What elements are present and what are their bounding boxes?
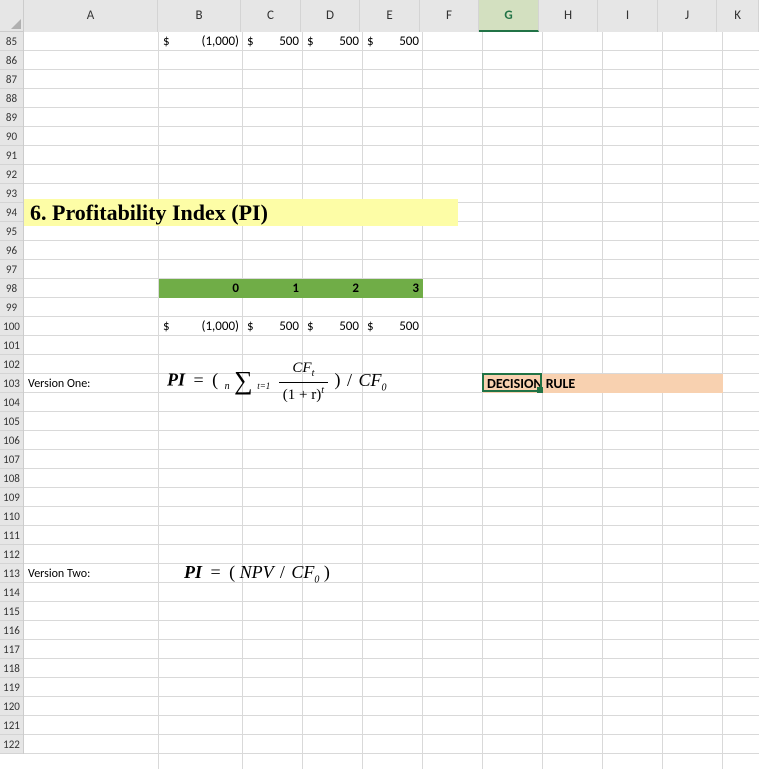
eq1-pi: PI: [167, 370, 185, 390]
row-header-111[interactable]: 111: [0, 526, 23, 545]
row-header-100[interactable]: 100: [0, 317, 23, 336]
col-header-G[interactable]: G: [479, 0, 539, 32]
eq1-slash: /: [347, 370, 352, 390]
eq1-rparen: ): [335, 370, 341, 390]
row-header-89[interactable]: 89: [0, 108, 23, 127]
cashflow-cell: (1,000): [159, 32, 243, 51]
eq1-cf0: CF0: [359, 370, 387, 390]
row-header-90[interactable]: 90: [0, 127, 23, 146]
cashflow-cell: 500: [363, 317, 423, 336]
row-header-118[interactable]: 118: [0, 659, 23, 678]
period-header-1: 1: [243, 279, 303, 298]
row-header-120[interactable]: 120: [0, 697, 23, 716]
row-header-115[interactable]: 115: [0, 602, 23, 621]
col-header-C[interactable]: C: [241, 0, 301, 32]
col-header-D[interactable]: D: [301, 0, 361, 32]
cashflow-cell: 500: [303, 317, 363, 336]
row-header-112[interactable]: 112: [0, 545, 23, 564]
cashflow-cell: 500: [363, 32, 423, 51]
row-header-103[interactable]: 103: [0, 374, 23, 393]
period-header-2: 2: [303, 279, 363, 298]
col-header-H[interactable]: H: [539, 0, 599, 32]
col-header-J[interactable]: J: [658, 0, 718, 32]
decision-rule: DECISION RULE: [483, 374, 723, 393]
cashflow-cell: 500: [243, 32, 303, 51]
row-header-114[interactable]: 114: [0, 583, 23, 602]
row-header-108[interactable]: 108: [0, 469, 23, 488]
cashflow-cell: 500: [303, 32, 363, 51]
row-header-119[interactable]: 119: [0, 678, 23, 697]
row-header-98[interactable]: 98: [0, 279, 23, 298]
eq2-equals: =: [211, 562, 221, 582]
row-header-117[interactable]: 117: [0, 640, 23, 659]
label-version-one: Version One:: [24, 374, 159, 393]
row-header-113[interactable]: 113: [0, 564, 23, 583]
row-header-93[interactable]: 93: [0, 184, 23, 203]
row-header-94[interactable]: 94: [0, 203, 23, 222]
select-all-corner[interactable]: [0, 0, 24, 32]
eq2-lparen: (: [229, 562, 235, 582]
eq2-pi: PI: [184, 562, 202, 582]
row-header-106[interactable]: 106: [0, 431, 23, 450]
equation-version-two: PI = ( NPV / CF0 ): [184, 562, 330, 586]
period-header-3: 3: [363, 279, 423, 298]
cashflow-cell: 500: [243, 317, 303, 336]
col-header-K[interactable]: K: [717, 0, 759, 32]
grid-area[interactable]: 6. Profitability Index (PI) 0123 $(1,000…: [24, 32, 759, 769]
eq2-rparen: ): [324, 562, 330, 582]
row-header-121[interactable]: 121: [0, 716, 23, 735]
col-header-F[interactable]: F: [420, 0, 480, 32]
row-header-116[interactable]: 116: [0, 621, 23, 640]
row-header-97[interactable]: 97: [0, 260, 23, 279]
row-header-88[interactable]: 88: [0, 89, 23, 108]
eq2-slash: /: [280, 562, 285, 582]
period-header-0: 0: [159, 279, 243, 298]
label-version-two: Version Two:: [24, 564, 159, 583]
section-title: 6. Profitability Index (PI): [24, 199, 458, 226]
row-header-102[interactable]: 102: [0, 355, 23, 374]
eq1-equals: =: [194, 370, 204, 390]
row-header-91[interactable]: 91: [0, 146, 23, 165]
row-header-109[interactable]: 109: [0, 488, 23, 507]
row-headers: 8586878889909192939495969798991001011021…: [0, 32, 24, 754]
eq2-npv: NPV: [240, 562, 274, 582]
col-header-B[interactable]: B: [158, 0, 241, 32]
row-header-85[interactable]: 85: [0, 32, 23, 51]
col-header-A[interactable]: A: [24, 0, 158, 32]
row-header-95[interactable]: 95: [0, 222, 23, 241]
eq1-lparen: (: [212, 370, 218, 390]
cashflow-cell: (1,000): [159, 317, 243, 336]
row-header-96[interactable]: 96: [0, 241, 23, 260]
eq1-fraction: CFt (1 + r)t: [279, 360, 328, 403]
row-header-104[interactable]: 104: [0, 393, 23, 412]
row-header-105[interactable]: 105: [0, 412, 23, 431]
row-header-101[interactable]: 101: [0, 336, 23, 355]
row-header-107[interactable]: 107: [0, 450, 23, 469]
row-header-86[interactable]: 86: [0, 51, 23, 70]
eq2-cf0: CF0: [291, 562, 319, 582]
equation-version-one: PI = ( n ∑ t=1 CFt (1 + r)t ) / CF0: [167, 360, 387, 403]
eq1-sigma: n ∑ t=1: [225, 370, 271, 394]
row-header-87[interactable]: 87: [0, 70, 23, 89]
row-header-92[interactable]: 92: [0, 165, 23, 184]
col-header-I[interactable]: I: [598, 0, 658, 32]
row-header-99[interactable]: 99: [0, 298, 23, 317]
row-header-122[interactable]: 122: [0, 735, 23, 754]
row-header-110[interactable]: 110: [0, 507, 23, 526]
column-headers: ABCDEFGHIJK: [24, 0, 759, 32]
col-header-E[interactable]: E: [360, 0, 420, 32]
